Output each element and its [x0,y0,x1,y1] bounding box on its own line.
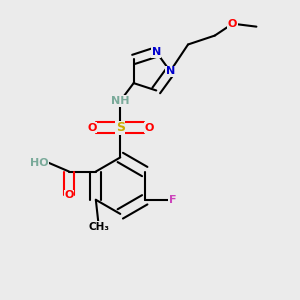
Text: O: O [64,190,74,200]
Text: HO: HO [30,158,48,168]
Text: O: O [228,19,237,29]
Text: N: N [152,47,161,57]
Text: CH₃: CH₃ [88,221,109,232]
Text: S: S [116,121,125,134]
Text: NH: NH [111,96,130,106]
Text: N: N [166,66,175,76]
Text: O: O [87,123,97,133]
Text: F: F [169,195,176,205]
Text: O: O [144,123,153,133]
